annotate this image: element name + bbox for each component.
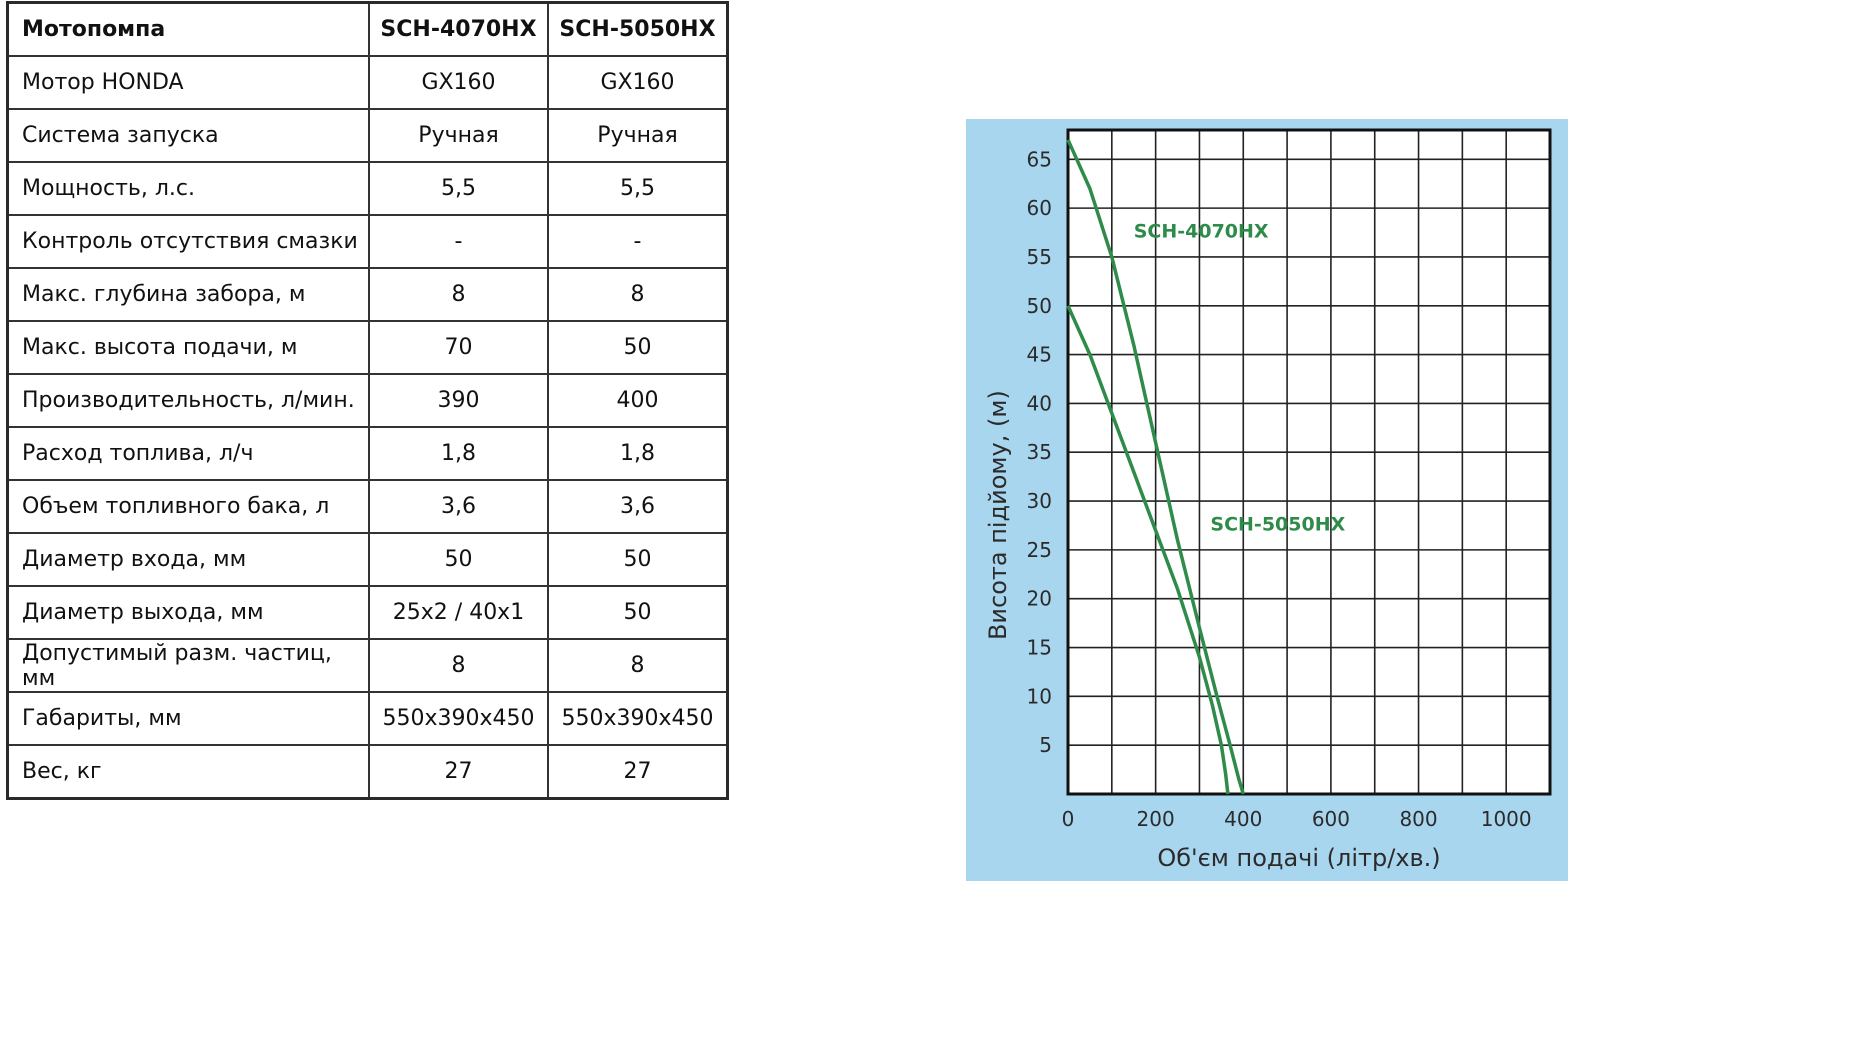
header-cell: SCH-5050HX <box>547 1 729 57</box>
row-label-cell: Диаметр входа, мм <box>6 532 370 587</box>
row-label-cell: Макс. глубина забора, м <box>6 267 370 322</box>
table-row: Допустимый разм. частиц, мм 8 8 <box>6 638 729 693</box>
value-cell: GX160 <box>368 55 549 110</box>
table-row: Макс. высота подачи, м 70 50 <box>6 320 729 375</box>
value-cell: 3,6 <box>547 479 729 534</box>
row-label-cell: Мотор HONDA <box>6 55 370 110</box>
series-line <box>1066 305 1230 795</box>
spec-table: Мотопомпа SCH-4070HX SCH-5050HX Мотор HO… <box>6 1 729 800</box>
table-row: Мотор HONDA GX160 GX160 <box>6 55 729 110</box>
header-cell: SCH-4070HX <box>368 1 549 57</box>
row-label-cell: Объем топливного бака, л <box>6 479 370 534</box>
table-row: Диаметр выхода, мм 25x2 / 40x1 50 <box>6 585 729 640</box>
table-row: Мощность, л.с. 5,5 5,5 <box>6 161 729 216</box>
series-label-sch-5050hx: SCH-5050HX <box>1210 513 1345 535</box>
y-tick-label: 40 <box>1027 391 1052 415</box>
value-cell: - <box>368 214 549 269</box>
value-cell: 50 <box>368 532 549 587</box>
series-label-sch-4070hx: SCH-4070HX <box>1134 220 1269 242</box>
value-cell: 1,8 <box>368 426 549 481</box>
tick-labels: 0 200 400 600 800 1000 5 10 15 20 25 30 35 40 45 50 55 60… <box>1027 147 1532 831</box>
value-cell: 70 <box>368 320 549 375</box>
value-cell: 390 <box>368 373 549 428</box>
table-row: Контроль отсутствия смазки - - <box>6 214 729 269</box>
series-lines <box>1066 139 1245 795</box>
table-row: Производительность, л/мин. 390 400 <box>6 373 729 428</box>
y-tick-label: 55 <box>1027 245 1052 269</box>
value-cell: 8 <box>368 638 549 693</box>
y-tick-label: 35 <box>1027 440 1052 464</box>
value-cell: 50 <box>547 320 729 375</box>
table-header-row: Мотопомпа SCH-4070HX SCH-5050HX <box>6 1 729 57</box>
value-cell: 50 <box>547 532 729 587</box>
x-tick-label: 400 <box>1224 807 1262 831</box>
table-row: Система запуска Ручная Ручная <box>6 108 729 163</box>
value-cell: 3,6 <box>368 479 549 534</box>
row-label-cell: Контроль отсутствия смазки <box>6 214 370 269</box>
y-tick-label: 25 <box>1027 538 1052 562</box>
value-cell: 50 <box>547 585 729 640</box>
row-label-cell: Вес, кг <box>6 744 370 800</box>
y-tick-label: 20 <box>1027 587 1052 611</box>
table-row: Вес, кг 27 27 <box>6 744 729 800</box>
value-cell: GX160 <box>547 55 729 110</box>
y-tick-label: 5 <box>1039 733 1052 757</box>
x-tick-label: 200 <box>1137 807 1175 831</box>
value-cell: 1,8 <box>547 426 729 481</box>
chart-svg: 0 200 400 600 800 1000 5 10 15 20 25 30 35 40 45 50 55 60… <box>984 128 1552 872</box>
value-cell: Ручная <box>547 108 729 163</box>
value-cell: 550x390x450 <box>547 691 729 746</box>
table-row: Объем топливного бака, л 3,6 3,6 <box>6 479 729 534</box>
value-cell: 400 <box>547 373 729 428</box>
value-cell: 27 <box>547 744 729 800</box>
y-tick-label: 45 <box>1027 343 1052 367</box>
plot-frame <box>1066 128 1552 796</box>
value-cell: 550x390x450 <box>368 691 549 746</box>
row-label-cell: Габариты, мм <box>6 691 370 746</box>
y-tick-label: 15 <box>1027 636 1052 660</box>
plot-area <box>1068 130 1550 794</box>
table-row: Габариты, мм 550x390x450 550x390x450 <box>6 691 729 746</box>
row-label-cell: Система запуска <box>6 108 370 163</box>
y-tick-label: 10 <box>1027 684 1052 708</box>
y-tick-label: 30 <box>1027 489 1052 513</box>
x-tick-label: 800 <box>1399 807 1437 831</box>
y-tick-label: 65 <box>1027 147 1052 171</box>
row-label-cell: Диаметр выхода, мм <box>6 585 370 640</box>
series-line <box>1066 139 1245 795</box>
table-row: Расход топлива, л/ч 1,8 1,8 <box>6 426 729 481</box>
value-cell: 8 <box>368 267 549 322</box>
y-tick-label: 60 <box>1027 196 1052 220</box>
value-cell: - <box>547 214 729 269</box>
value-cell: 5,5 <box>368 161 549 216</box>
performance-chart: 0 200 400 600 800 1000 5 10 15 20 25 30 35 40 45 50 55 60… <box>966 119 1568 881</box>
value-cell: 8 <box>547 267 729 322</box>
grid-lines <box>1066 128 1552 796</box>
x-axis-title: Об'єм подачі (літр/хв.) <box>1157 844 1440 872</box>
x-tick-label: 600 <box>1312 807 1350 831</box>
table-row: Диаметр входа, мм 50 50 <box>6 532 729 587</box>
table-body: Мотор HONDA GX160 GX160 Система запуска Ручн… <box>6 55 729 800</box>
value-cell: 27 <box>368 744 549 800</box>
x-tick-label: 1000 <box>1481 807 1532 831</box>
row-label-cell: Допустимый разм. частиц, мм <box>6 638 370 693</box>
value-cell: 5,5 <box>547 161 729 216</box>
y-tick-label: 50 <box>1027 294 1052 318</box>
x-tick-label: 0 <box>1062 807 1075 831</box>
value-cell: 8 <box>547 638 729 693</box>
header-cell: Мотопомпа <box>6 1 370 57</box>
row-label-cell: Производительность, л/мин. <box>6 373 370 428</box>
row-label-cell: Мощность, л.с. <box>6 161 370 216</box>
value-cell: Ручная <box>368 108 549 163</box>
row-label-cell: Макс. высота подачи, м <box>6 320 370 375</box>
series-labels: SCH-4070HX SCH-5050HX <box>1134 220 1346 535</box>
row-label-cell: Расход топлива, л/ч <box>6 426 370 481</box>
value-cell: 25x2 / 40x1 <box>368 585 549 640</box>
y-axis-title: Висота підйому, (м) <box>984 390 1012 640</box>
